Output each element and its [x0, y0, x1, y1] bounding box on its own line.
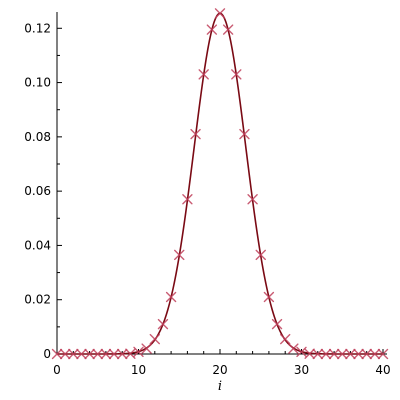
y-tick-label: 0.08 [24, 130, 51, 144]
y-tick-label: 0.02 [24, 293, 51, 307]
data-point [206, 24, 218, 35]
data-point [345, 348, 356, 360]
data-point [174, 249, 185, 261]
data-point [353, 348, 364, 360]
data-point [76, 348, 87, 360]
data-point [304, 348, 315, 359]
x-tick-label: 0 [53, 363, 61, 377]
ticks [56, 27, 384, 355]
data-point [231, 69, 242, 80]
x-tick-label: 10 [131, 363, 146, 377]
data-point [51, 348, 63, 360]
data-point [198, 69, 209, 80]
tick-labels: 0 10 20 30 40 0 0.02 0.04 0.06 0.08 0.10 0.12 [24, 21, 390, 377]
data-point [92, 348, 103, 360]
data-point [328, 348, 340, 360]
y-tick-label: 0.10 [24, 76, 51, 90]
x-tick-label: 40 [375, 363, 390, 377]
data-point [255, 249, 266, 261]
data-point [369, 348, 381, 360]
data-point [59, 348, 71, 360]
data-point [182, 194, 193, 205]
x-tick-label: 30 [294, 363, 309, 377]
axes [56, 12, 387, 355]
data-point [263, 291, 275, 303]
data-point [337, 348, 348, 360]
data-point [68, 348, 79, 360]
data-point [320, 348, 332, 360]
y-tick-label: 0.06 [24, 184, 51, 198]
data-point [117, 348, 128, 360]
series-line [57, 12, 383, 355]
x-axis-label: i [218, 379, 222, 394]
data-point [84, 348, 95, 360]
y-tick-label: 0.12 [24, 21, 51, 35]
data-point [247, 194, 258, 205]
y-tick-label: 0.04 [24, 238, 51, 252]
series-line-group [57, 12, 383, 355]
x-tick-label: 20 [212, 363, 227, 377]
data-point [100, 348, 112, 360]
series-markers-group [51, 8, 389, 360]
data-point [125, 348, 136, 359]
data-point [271, 318, 283, 330]
data-point [157, 318, 169, 330]
y-tick-label: 0 [43, 347, 51, 361]
data-point [377, 348, 389, 360]
data-point [361, 348, 372, 360]
data-point [190, 128, 201, 140]
data-point [280, 333, 291, 345]
data-point [149, 333, 160, 345]
data-point [108, 348, 120, 360]
data-point [288, 343, 299, 354]
data-point [165, 291, 177, 303]
data-point [214, 8, 226, 19]
data-point [133, 346, 144, 358]
data-point [141, 343, 152, 354]
data-point [239, 128, 250, 140]
data-point [222, 24, 234, 35]
data-point [312, 348, 323, 360]
data-point [296, 346, 307, 358]
